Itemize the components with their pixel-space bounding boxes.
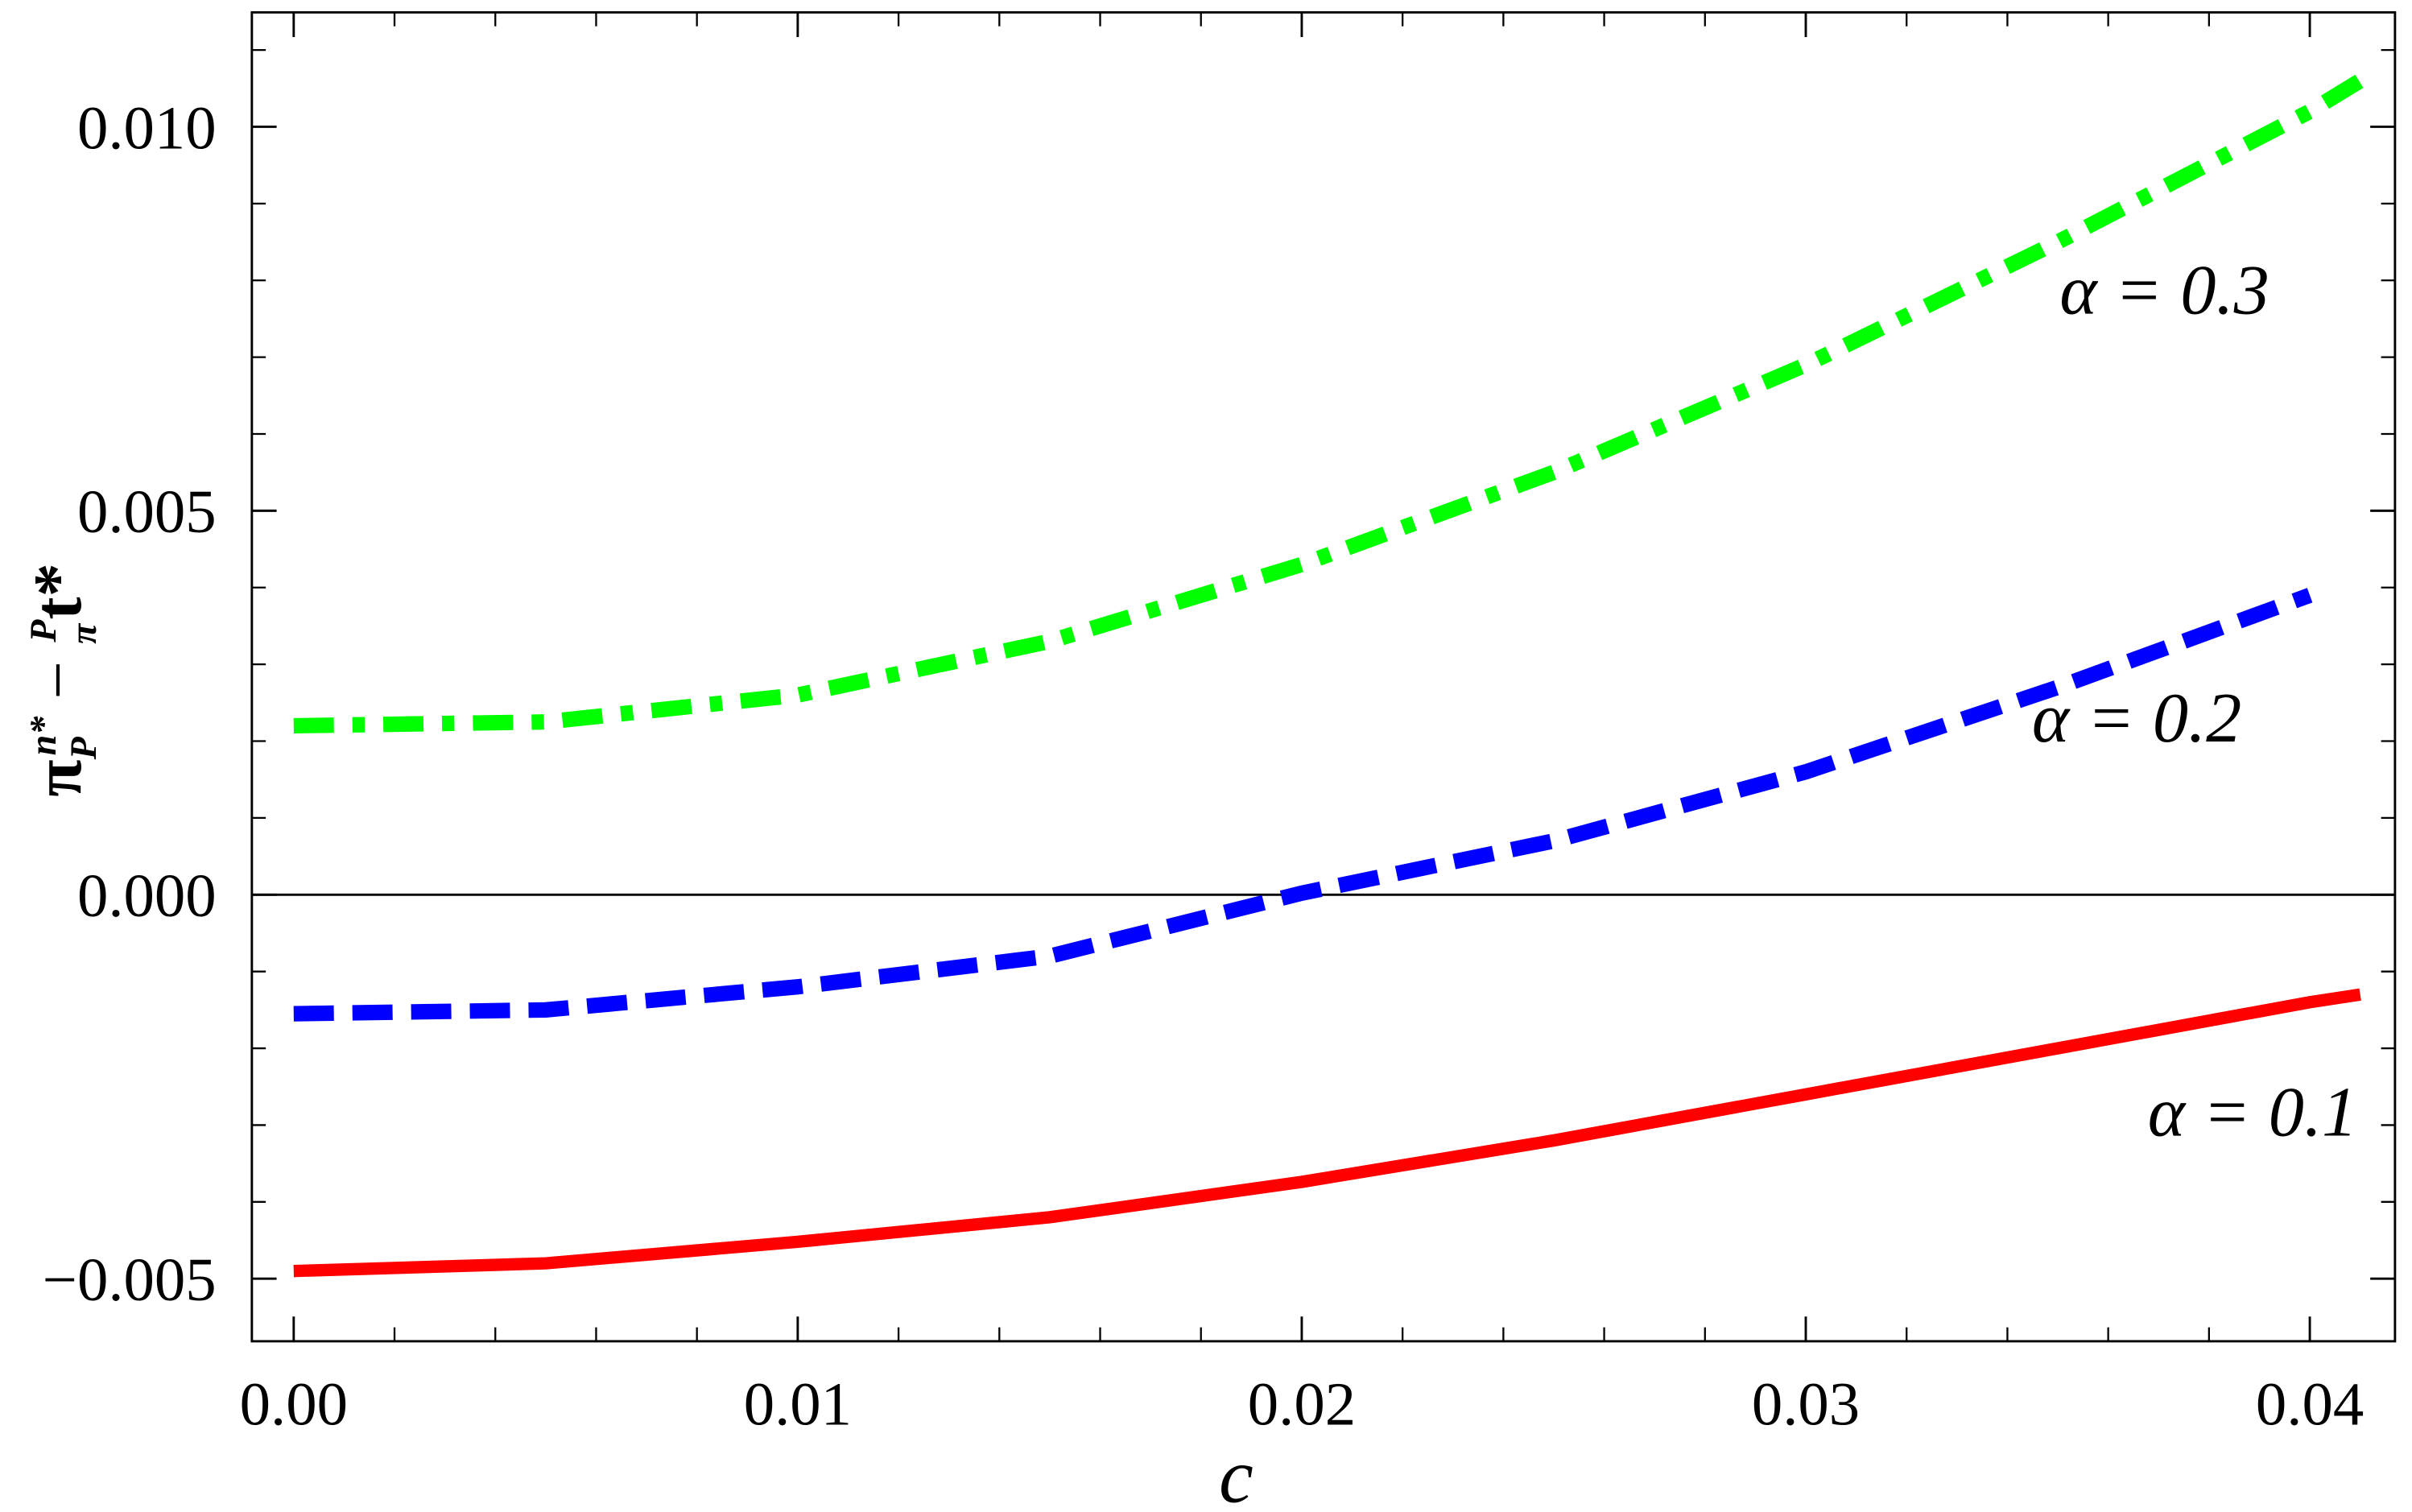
- series-line: [293, 74, 2365, 734]
- series-label: α = 0.2: [2032, 679, 2241, 758]
- y-label-part: P: [63, 736, 104, 760]
- y-label-part: −: [21, 644, 96, 717]
- y-label-part: n*: [23, 716, 64, 756]
- x-axis-label: c: [1219, 1433, 1253, 1512]
- y-tick-label: 0.010: [77, 93, 217, 162]
- series-label: α = 0.1: [2148, 1073, 2357, 1152]
- y-tick-label: 0.005: [77, 477, 217, 546]
- series-line: [293, 988, 2361, 1278]
- x-tick-label: 0.02: [1248, 1370, 1356, 1439]
- x-tick-label: 0.01: [744, 1370, 852, 1439]
- series-label: α = 0.3: [2059, 251, 2269, 330]
- y-tick-label: 0.000: [77, 861, 217, 930]
- y-label-part: π: [63, 622, 104, 644]
- y-axis-label: πPn* − πPt*: [21, 563, 104, 796]
- x-tick-label: 0.04: [2256, 1370, 2364, 1439]
- y-label-part: π: [21, 759, 96, 796]
- y-tick-label: −0.005: [43, 1246, 217, 1314]
- x-tick-label: 0.00: [240, 1370, 348, 1439]
- y-label-part: P: [23, 619, 64, 643]
- y-label-part: t*: [21, 563, 96, 619]
- series-line: [293, 588, 2313, 1022]
- plot-frame: [250, 10, 2397, 1343]
- x-tick-label: 0.03: [1752, 1370, 1860, 1439]
